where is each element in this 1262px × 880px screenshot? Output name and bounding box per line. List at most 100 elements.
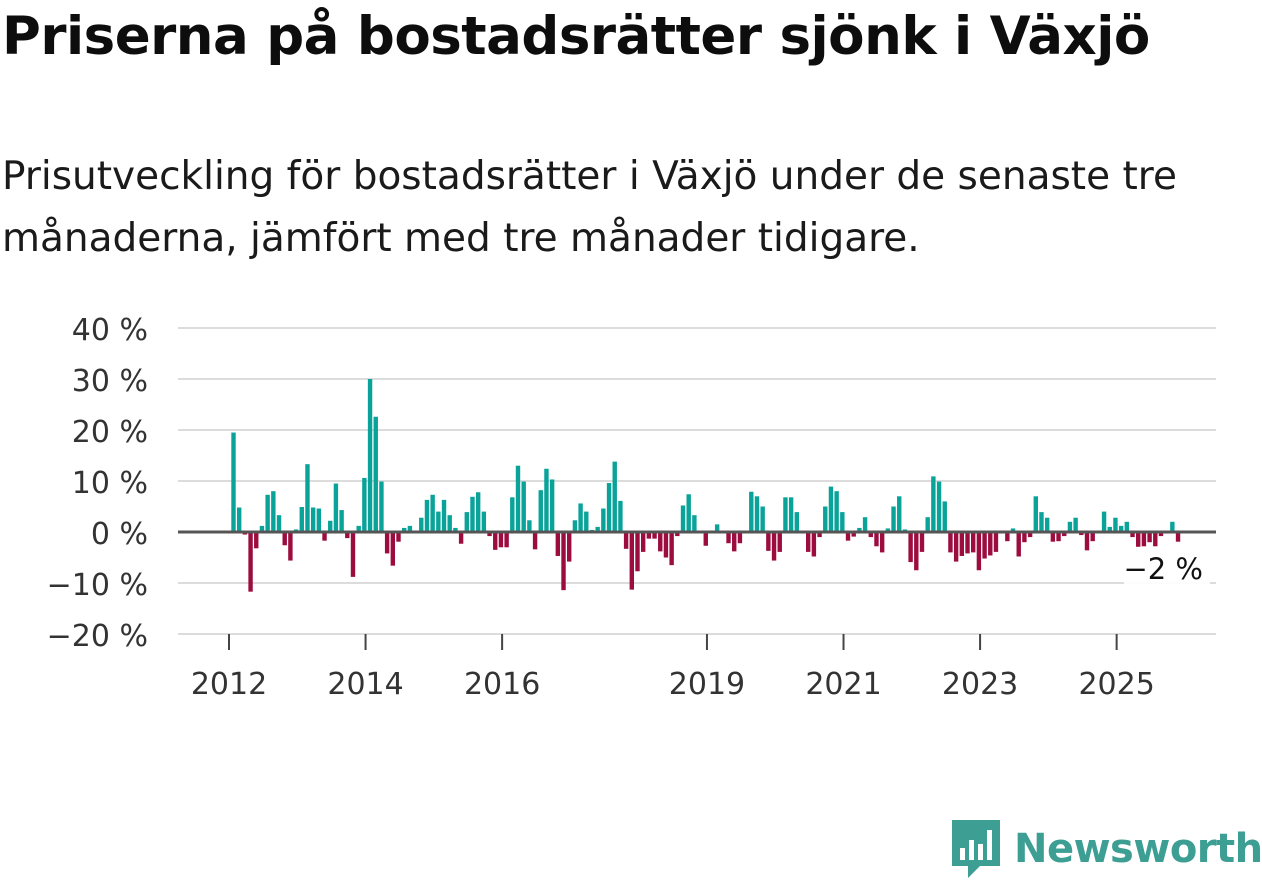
bar [231, 432, 236, 532]
bar [993, 532, 999, 552]
y-tick-label: −20 % [47, 619, 148, 654]
bar [493, 532, 498, 550]
bar [777, 532, 782, 552]
bar [1118, 525, 1124, 532]
bar [663, 532, 669, 558]
bar [834, 491, 839, 532]
x-tick-label: 2014 [327, 667, 403, 702]
bar [310, 507, 316, 532]
bar [356, 525, 361, 532]
bar [265, 494, 270, 532]
brand-name: Newsworthy [1014, 826, 1262, 872]
last-value-label-bg [1124, 548, 1210, 588]
bar [1039, 512, 1044, 532]
bar [458, 532, 464, 544]
bar [1175, 532, 1181, 542]
bar [953, 532, 959, 562]
y-axis-ticks: 40 % 30 % 20 % 10 % 0 % −10 % −20 % [47, 313, 148, 654]
bar [936, 481, 942, 532]
bar [766, 532, 771, 551]
bar [1153, 532, 1158, 547]
newsworthy-logo-icon [952, 820, 1000, 878]
bar [384, 532, 390, 554]
bar [1062, 532, 1067, 537]
bar [845, 532, 851, 541]
bar [236, 507, 242, 532]
grid-lines [178, 327, 1216, 635]
bar [732, 532, 737, 552]
chart-subtitle: Prisutveckling för bostadsrätter i Växjö… [2, 154, 1177, 261]
bar [436, 511, 441, 532]
bar [1101, 511, 1107, 532]
bar [948, 532, 953, 553]
bar [322, 532, 327, 541]
bar [367, 379, 373, 532]
bar [441, 499, 447, 532]
bar [470, 496, 475, 532]
bar [288, 532, 293, 561]
bar [276, 515, 282, 532]
bar [862, 517, 868, 532]
bar [1067, 521, 1073, 532]
bar [680, 505, 686, 532]
bar [1079, 532, 1084, 536]
bar [259, 525, 265, 532]
bar [726, 532, 731, 544]
bar [447, 515, 452, 532]
bar [692, 515, 697, 532]
bar [1107, 526, 1112, 532]
bar [788, 497, 794, 532]
bar [1073, 517, 1078, 532]
bar [561, 532, 566, 591]
bar [282, 532, 287, 546]
bar [1124, 521, 1130, 532]
bar [555, 532, 561, 556]
chart-title: Priserna på bostadsrätter sjönk i Växjö [2, 6, 1150, 67]
bar [1056, 532, 1061, 542]
bar [595, 526, 600, 532]
bar [612, 461, 617, 532]
bar [487, 532, 492, 537]
bar [885, 528, 891, 532]
x-tick-label: 2012 [191, 667, 267, 702]
last-value-label: −2 % [1123, 552, 1203, 586]
bar [891, 506, 896, 532]
bar [976, 532, 982, 571]
y-tick-label: −10 % [47, 568, 148, 603]
bar [1170, 521, 1175, 532]
bar [988, 532, 993, 556]
bar [453, 527, 458, 532]
bar [908, 532, 913, 563]
bar [640, 532, 646, 552]
x-tick-label: 2016 [464, 667, 540, 702]
bar [749, 491, 754, 532]
bar [339, 510, 344, 532]
bar [1022, 532, 1027, 543]
x-tick-label: 2021 [805, 667, 881, 702]
bar [857, 527, 862, 532]
bar [851, 532, 856, 537]
bar [419, 517, 424, 532]
bar [754, 496, 760, 532]
bar [874, 532, 879, 547]
bar [362, 477, 367, 532]
bar [1016, 532, 1021, 557]
bar [601, 508, 606, 532]
bar [897, 496, 902, 532]
bar [328, 520, 333, 532]
x-tick-label: 2019 [669, 667, 745, 702]
bar [424, 499, 430, 532]
bar [811, 532, 817, 557]
bar [629, 532, 634, 590]
bar [737, 532, 743, 544]
y-tick-label: 30 % [72, 364, 148, 399]
bar [925, 517, 930, 532]
bar [373, 416, 378, 532]
bar [840, 512, 845, 532]
bars [231, 379, 1181, 592]
bar [919, 532, 925, 552]
bar [1158, 532, 1164, 537]
bar [316, 508, 322, 532]
bar [248, 532, 253, 592]
